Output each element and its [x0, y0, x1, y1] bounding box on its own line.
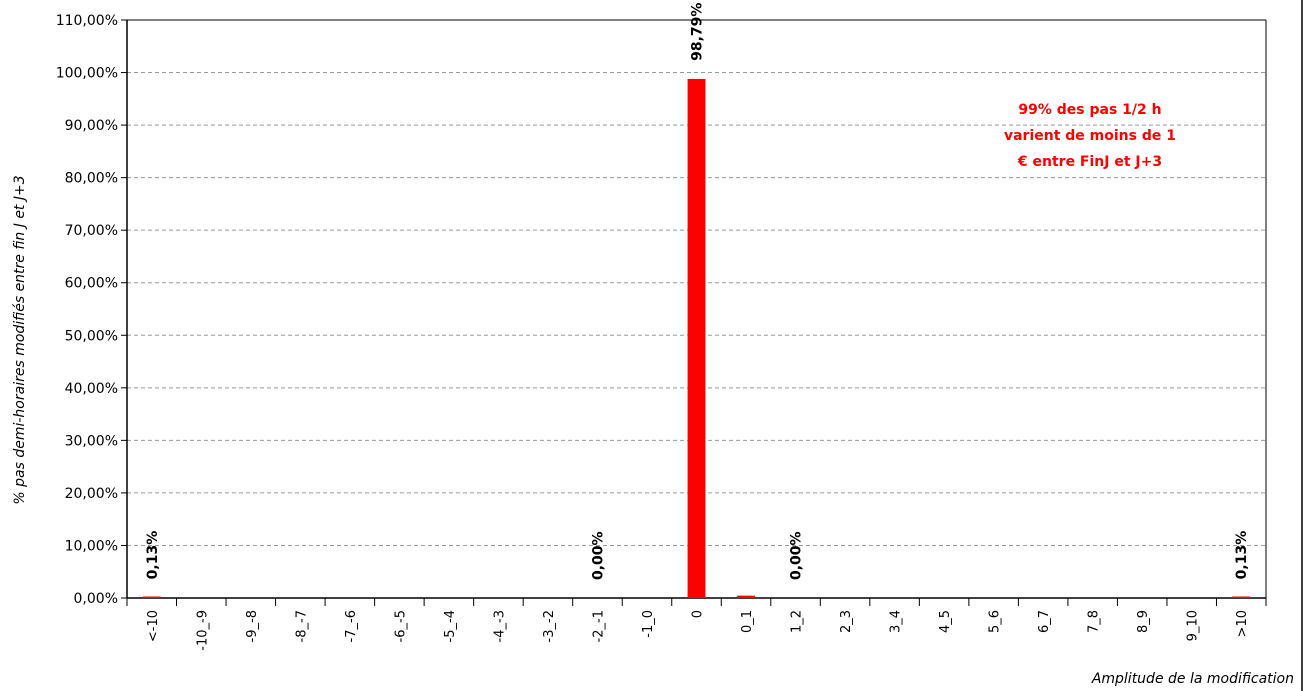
- y-tick-label: 80,00%: [65, 171, 118, 187]
- data-label: 0,13%: [1234, 531, 1250, 580]
- x-tick-label: -9_-8: [245, 610, 260, 642]
- y-tick-label: 30,00%: [65, 433, 118, 449]
- x-tick-label: 0_1: [740, 610, 755, 633]
- y-tick-label: 90,00%: [65, 118, 118, 134]
- x-tick-label: 8_9: [1136, 610, 1151, 633]
- annotation-line-1: 99% des pas 1/2 h: [1018, 102, 1161, 118]
- y-tick-label: 10,00%: [65, 538, 118, 554]
- data-label: 0,00%: [789, 531, 805, 580]
- x-tick-label: 2_3: [839, 610, 854, 633]
- x-tick-label: >10: [1235, 610, 1250, 637]
- x-tick-label: 3_4: [889, 610, 904, 633]
- data-label: 0,00%: [590, 531, 606, 580]
- x-axis-title: Amplitude de la modification: [1091, 671, 1294, 687]
- x-tick-label: 1_2: [790, 610, 805, 633]
- y-tick-label: 100,00%: [56, 66, 118, 82]
- data-label: 98,79%: [690, 3, 706, 61]
- annotation-text: 99% des pas 1/2 h varient de moins de 1 …: [1004, 102, 1176, 170]
- x-tick-labels: <-10 -10_-9 -9_-8 -8_-7 -7_-6 -6_-5 -5_-4 -4_-3…: [126, 598, 1267, 651]
- data-labels: 0,13% 0,00% 98,79% 0,00% 0,13%: [145, 3, 1250, 580]
- x-tick-label: -6_-5: [393, 610, 408, 642]
- bars: [142, 78, 1251, 599]
- x-tick-label: -7_-6: [344, 610, 359, 642]
- y-tick-label: 60,00%: [65, 276, 118, 292]
- x-tick-label: -2_-1: [591, 610, 606, 642]
- x-tick-label: -1_0: [641, 610, 656, 638]
- bar: [737, 595, 755, 598]
- x-tick-label: 0: [691, 610, 706, 618]
- x-tick-label: -4_-3: [492, 610, 507, 642]
- y-axis-title: % pas demi-horaires modifiés entre fin J…: [12, 175, 28, 504]
- x-tick-label: -8_-7: [294, 610, 309, 642]
- y-tick-label: 0,00%: [74, 591, 118, 607]
- y-tick-label: 50,00%: [65, 328, 118, 344]
- bar: [687, 78, 706, 599]
- x-tick-label: 5_6: [988, 610, 1003, 633]
- x-tick-label: 7_8: [1087, 610, 1102, 633]
- x-tick-label: 9_10: [1186, 610, 1201, 641]
- y-tick-label: 20,00%: [65, 486, 118, 502]
- x-tick-label: <-10: [146, 610, 161, 642]
- x-tick-label: 6_7: [1037, 610, 1052, 633]
- x-tick-label: -3_-2: [542, 610, 557, 642]
- x-tick-label: -10_-9: [195, 610, 210, 651]
- annotation-line-3: € entre FinJ et J+3: [1017, 154, 1162, 170]
- y-tick-label: 40,00%: [65, 381, 118, 397]
- annotation-line-2: varient de moins de 1: [1004, 128, 1176, 144]
- x-tick-label: 4_5: [938, 610, 953, 633]
- data-label: 0,13%: [145, 531, 161, 580]
- y-tick-label: 70,00%: [65, 223, 118, 239]
- bar: [1232, 596, 1251, 598]
- y-tick-label: 110,00%: [56, 13, 118, 29]
- y-tick-labels: 0,00% 10,00% 20,00% 30,00% 40,00% 50,00% 60,00…: [56, 13, 127, 607]
- x-tick-label: -5_-4: [443, 610, 458, 642]
- bar: [142, 596, 161, 598]
